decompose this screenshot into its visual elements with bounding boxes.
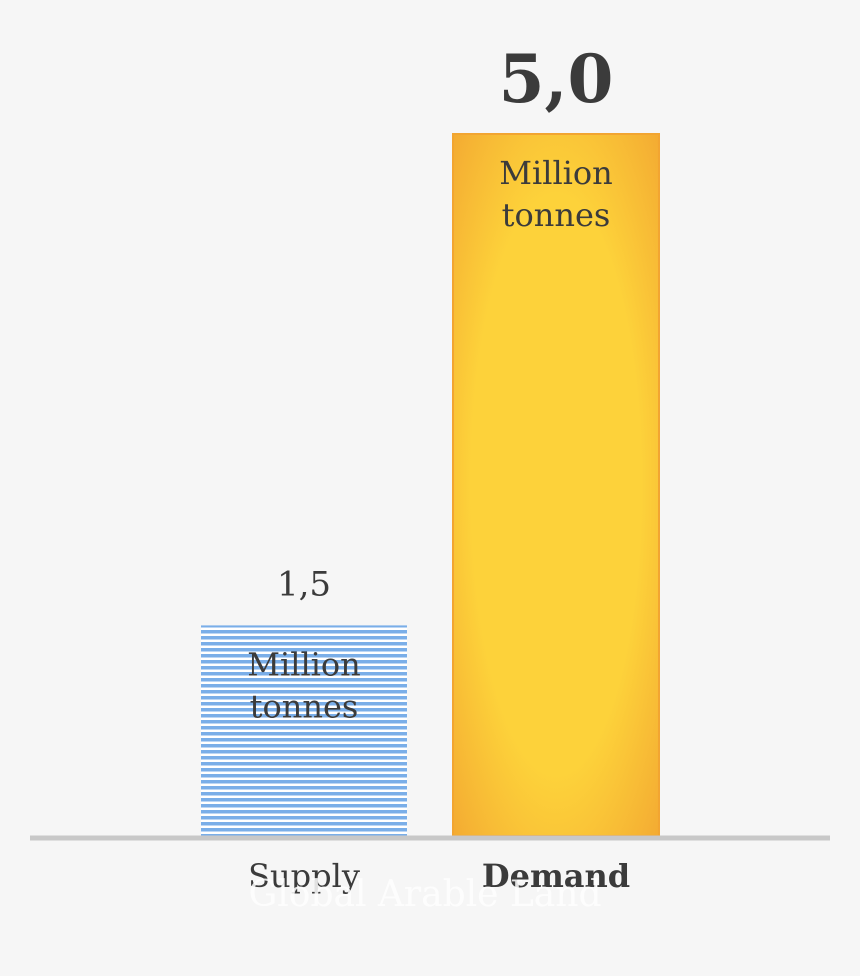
bar-demand: [452, 133, 660, 837]
bar-supply: [201, 625, 407, 836]
value-label-supply: 1,5: [277, 564, 331, 604]
unit-label-supply-line-2: tonnes: [250, 687, 359, 725]
unit-label-demand-line-2: tonnes: [502, 196, 611, 234]
value-label-demand: 5,0: [499, 40, 614, 118]
unit-label-supply-line-1: Million: [247, 645, 361, 683]
category-label-supply: Supply: [248, 857, 360, 895]
category-label-demand: Demand: [482, 857, 630, 895]
unit-label-demand-line-1: Million: [499, 154, 613, 192]
watermark: Global Arable Land: [249, 874, 602, 915]
